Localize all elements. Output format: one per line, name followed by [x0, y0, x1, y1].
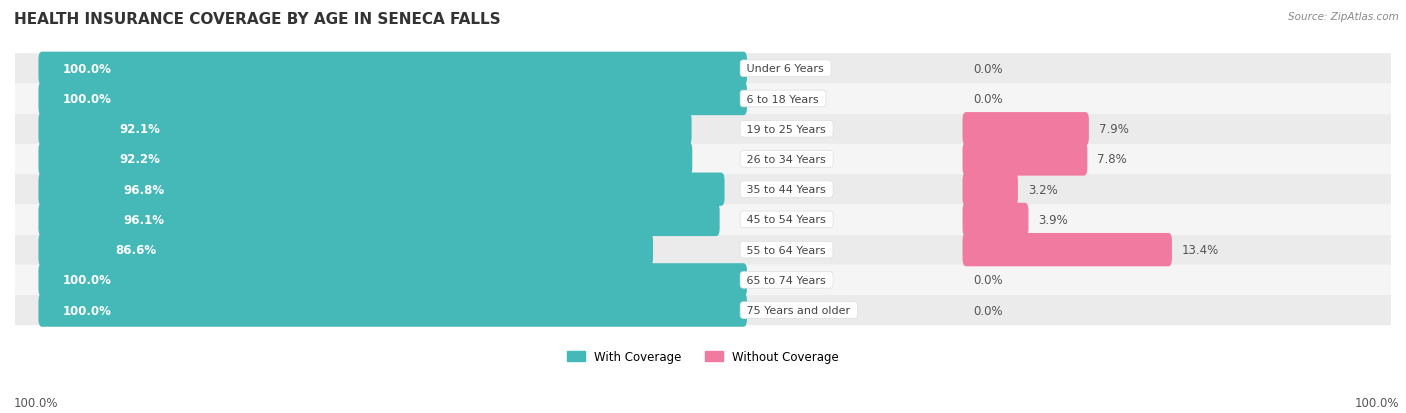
Text: 96.8%: 96.8% — [124, 183, 165, 196]
FancyBboxPatch shape — [15, 145, 1391, 175]
FancyBboxPatch shape — [963, 143, 1087, 176]
FancyBboxPatch shape — [15, 235, 1391, 265]
Text: 7.8%: 7.8% — [1097, 153, 1128, 166]
FancyBboxPatch shape — [38, 203, 720, 237]
FancyBboxPatch shape — [38, 233, 652, 267]
FancyBboxPatch shape — [963, 173, 1018, 206]
FancyBboxPatch shape — [963, 203, 1028, 237]
Text: 100.0%: 100.0% — [14, 396, 59, 409]
Text: 92.1%: 92.1% — [120, 123, 160, 136]
FancyBboxPatch shape — [38, 83, 747, 116]
Text: 100.0%: 100.0% — [1354, 396, 1399, 409]
Text: 75 Years and older: 75 Years and older — [744, 305, 853, 315]
Text: 19 to 25 Years: 19 to 25 Years — [744, 124, 830, 134]
FancyBboxPatch shape — [15, 54, 1391, 84]
FancyBboxPatch shape — [15, 205, 1391, 235]
FancyBboxPatch shape — [38, 52, 747, 86]
Text: 45 to 54 Years: 45 to 54 Years — [744, 215, 830, 225]
Text: 3.9%: 3.9% — [1039, 214, 1069, 226]
FancyBboxPatch shape — [963, 233, 1173, 267]
Text: 65 to 74 Years: 65 to 74 Years — [744, 275, 830, 285]
Text: 3.2%: 3.2% — [1028, 183, 1057, 196]
Text: 7.9%: 7.9% — [1099, 123, 1129, 136]
Text: 100.0%: 100.0% — [62, 93, 111, 106]
Text: 0.0%: 0.0% — [973, 93, 1002, 106]
Text: 6 to 18 Years: 6 to 18 Years — [744, 94, 823, 104]
Text: 100.0%: 100.0% — [62, 63, 111, 76]
Text: 13.4%: 13.4% — [1182, 244, 1219, 256]
Text: Source: ZipAtlas.com: Source: ZipAtlas.com — [1288, 12, 1399, 22]
Text: 96.1%: 96.1% — [122, 214, 165, 226]
Legend: With Coverage, Without Coverage: With Coverage, Without Coverage — [562, 346, 844, 368]
Text: 100.0%: 100.0% — [62, 274, 111, 287]
Text: 35 to 44 Years: 35 to 44 Years — [744, 185, 830, 195]
FancyBboxPatch shape — [963, 113, 1088, 146]
Text: Under 6 Years: Under 6 Years — [744, 64, 828, 74]
FancyBboxPatch shape — [38, 173, 724, 206]
FancyBboxPatch shape — [15, 175, 1391, 205]
FancyBboxPatch shape — [38, 113, 692, 146]
Text: 55 to 64 Years: 55 to 64 Years — [744, 245, 830, 255]
FancyBboxPatch shape — [15, 84, 1391, 114]
Text: 26 to 34 Years: 26 to 34 Years — [744, 154, 830, 164]
Text: 0.0%: 0.0% — [973, 304, 1002, 317]
Text: 100.0%: 100.0% — [62, 304, 111, 317]
Text: HEALTH INSURANCE COVERAGE BY AGE IN SENECA FALLS: HEALTH INSURANCE COVERAGE BY AGE IN SENE… — [14, 12, 501, 27]
FancyBboxPatch shape — [15, 265, 1391, 295]
Text: 0.0%: 0.0% — [973, 274, 1002, 287]
FancyBboxPatch shape — [15, 295, 1391, 325]
Text: 86.6%: 86.6% — [115, 244, 156, 256]
Text: 92.2%: 92.2% — [120, 153, 160, 166]
FancyBboxPatch shape — [38, 294, 747, 327]
FancyBboxPatch shape — [15, 114, 1391, 145]
FancyBboxPatch shape — [38, 143, 692, 176]
FancyBboxPatch shape — [38, 263, 747, 297]
Text: 0.0%: 0.0% — [973, 63, 1002, 76]
